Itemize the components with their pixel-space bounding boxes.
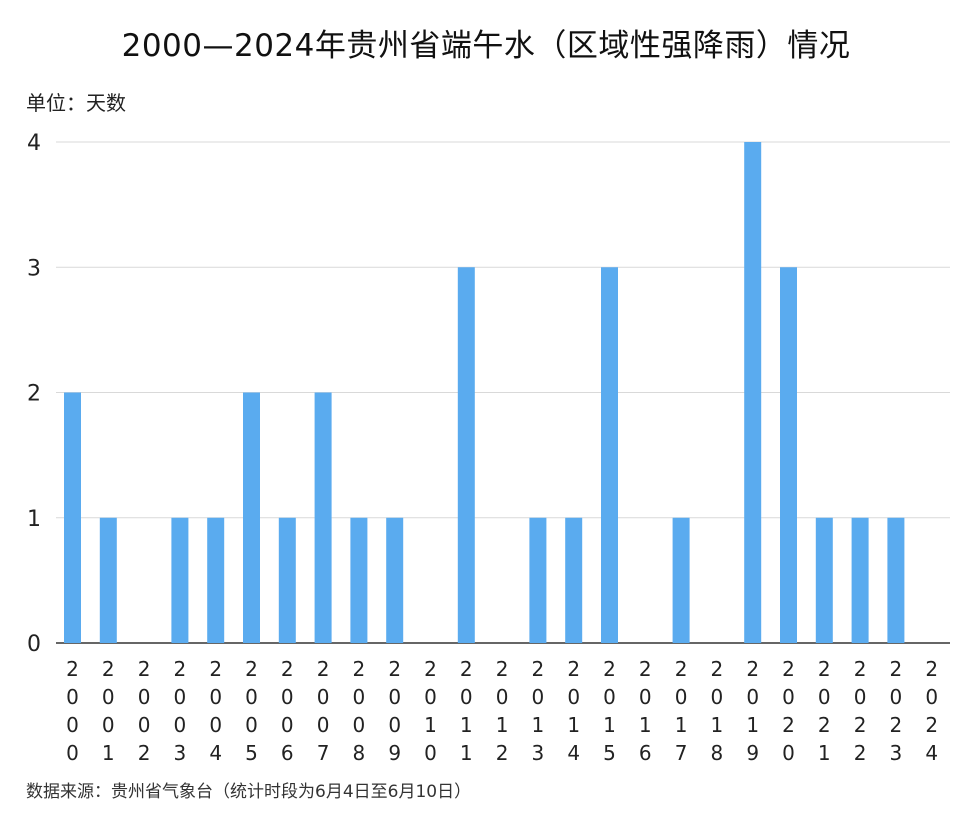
bar-2005 [243, 392, 260, 643]
bar-2023 [887, 517, 905, 643]
x-tick-labels: 2 0 0 0 2 0 0 1 2 0 0 2 2 0 0 3 2 0 0 4 2 0 0 5 2 0 0 6 2 0 0 7 2 0 0 8 2 0 0 9… [66, 657, 938, 765]
bar-2003 [171, 517, 189, 643]
bar-2022 [851, 517, 869, 643]
bar-2017 [672, 517, 690, 643]
bar-2009 [386, 517, 404, 643]
y-tick-label: 3 [27, 256, 41, 281]
grid-layer [56, 141, 950, 644]
source-note: 数据来源：贵州省气象台（统计时段为6月4日至6月10日） [26, 782, 472, 802]
bar-2000 [64, 392, 81, 643]
bar-2004 [207, 517, 225, 643]
bar-2015 [601, 267, 618, 643]
y-tick-label: 2 [27, 382, 41, 407]
y-tick-label: 4 [27, 131, 41, 156]
y-tick-label: 1 [27, 507, 41, 532]
bar-2019 [744, 142, 762, 643]
y-tick-labels: 0 1 2 3 4 [27, 131, 41, 657]
bar-2008 [350, 517, 368, 643]
bar-2006 [278, 517, 296, 643]
chart-title: 2000—2024年贵州省端午水（区域性强降雨）情况 [121, 28, 851, 64]
bar-2021 [815, 517, 833, 643]
bar-2013 [529, 517, 547, 643]
unit-label: 单位：天数 [26, 91, 126, 115]
bar-2011 [457, 267, 475, 643]
bar-layer [64, 142, 905, 643]
bar-2007 [314, 392, 332, 643]
y-tick-label: 0 [27, 632, 41, 657]
bar-2020 [780, 267, 797, 643]
bar-2001 [99, 517, 117, 643]
bar-2014 [565, 517, 583, 643]
